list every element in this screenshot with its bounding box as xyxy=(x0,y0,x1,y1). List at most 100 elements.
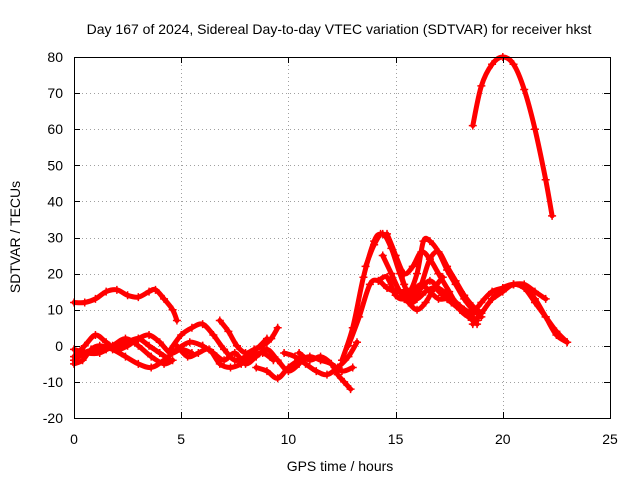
series-sat-h xyxy=(215,316,282,358)
series-line xyxy=(470,54,555,219)
data-point xyxy=(295,349,304,358)
data-point xyxy=(520,284,529,293)
data-point xyxy=(466,312,475,321)
data-point xyxy=(290,352,299,361)
data-point xyxy=(209,349,218,358)
data-point xyxy=(408,287,417,296)
data-point xyxy=(166,356,175,365)
data-point xyxy=(413,269,422,278)
data-point xyxy=(541,312,550,321)
data-point xyxy=(509,280,518,289)
data-point xyxy=(112,341,121,350)
data-point xyxy=(541,294,550,303)
data-point xyxy=(338,367,346,376)
data-point xyxy=(147,363,156,372)
data-point xyxy=(468,121,477,130)
data-point xyxy=(327,359,336,368)
data-point xyxy=(447,298,456,307)
data-point xyxy=(338,356,346,365)
data-point xyxy=(273,323,282,332)
x-tick-label: 5 xyxy=(177,431,185,447)
data-point xyxy=(477,298,486,307)
data-point xyxy=(134,341,143,350)
data-point xyxy=(408,262,417,271)
series-layer xyxy=(70,53,572,394)
data-point xyxy=(383,273,392,282)
data-point xyxy=(438,273,447,282)
x-tick-label: 15 xyxy=(388,431,404,447)
data-point xyxy=(91,345,100,354)
data-point xyxy=(488,287,497,296)
data-point xyxy=(301,359,310,368)
series-sat-p xyxy=(383,229,486,318)
data-point xyxy=(361,262,370,271)
y-tick-label: 40 xyxy=(47,193,63,209)
data-point xyxy=(262,367,271,376)
data-point xyxy=(78,356,87,365)
y-tick-label: 60 xyxy=(47,121,63,137)
data-point xyxy=(434,294,443,303)
data-point xyxy=(340,377,349,386)
data-point xyxy=(220,356,229,365)
data-point xyxy=(147,352,156,361)
y-tick-label: -10 xyxy=(43,374,63,390)
data-point xyxy=(477,81,486,90)
data-point xyxy=(378,251,387,260)
data-point xyxy=(460,291,469,300)
y-tick-label: 20 xyxy=(47,266,63,282)
data-point xyxy=(80,298,89,307)
data-point xyxy=(391,291,400,300)
data-point xyxy=(434,269,443,278)
data-point xyxy=(395,287,404,296)
data-point xyxy=(387,269,396,278)
data-point xyxy=(413,305,422,314)
data-point xyxy=(509,60,518,69)
data-point xyxy=(438,291,447,300)
data-point xyxy=(488,60,497,69)
data-point xyxy=(370,240,379,249)
data-point xyxy=(404,298,413,307)
data-point xyxy=(421,298,430,307)
data-point xyxy=(155,338,164,347)
data-point xyxy=(365,280,374,289)
data-point xyxy=(102,345,111,354)
data-point xyxy=(316,352,325,361)
data-point xyxy=(273,374,282,383)
series-sat-l xyxy=(295,349,355,394)
x-tick-label: 25 xyxy=(602,431,618,447)
y-tick-label: 80 xyxy=(47,49,63,65)
data-point xyxy=(250,345,259,354)
data-point xyxy=(198,341,207,350)
data-point xyxy=(552,330,561,339)
data-point xyxy=(224,327,233,336)
data-point xyxy=(425,276,434,285)
data-point xyxy=(80,349,89,358)
data-point xyxy=(344,341,353,350)
data-point xyxy=(166,345,175,354)
data-point xyxy=(530,294,539,303)
data-point xyxy=(477,309,486,318)
data-point xyxy=(417,280,426,289)
data-point xyxy=(353,338,362,347)
data-point xyxy=(160,359,169,368)
y-tick-label: 70 xyxy=(47,85,63,101)
data-point xyxy=(123,338,132,347)
series-sat-k xyxy=(280,338,362,379)
data-point xyxy=(280,349,289,358)
data-point xyxy=(134,334,143,343)
x-tick-label: 0 xyxy=(70,431,78,447)
y-tick-label: 0 xyxy=(55,338,63,354)
data-point xyxy=(273,356,282,365)
data-point xyxy=(151,285,160,294)
series-line xyxy=(71,286,180,323)
data-point xyxy=(434,247,443,256)
data-point xyxy=(333,370,342,379)
data-point xyxy=(185,338,194,347)
data-point xyxy=(262,345,271,354)
data-point xyxy=(91,330,100,339)
data-point xyxy=(80,341,89,350)
data-point xyxy=(498,287,507,296)
y-tick-label: 50 xyxy=(47,157,63,173)
data-point xyxy=(305,356,314,365)
axes: 0 5 10 15 20 25 -20 -10 0 10 20 30 40 50 60 70 80 xyxy=(43,49,618,447)
